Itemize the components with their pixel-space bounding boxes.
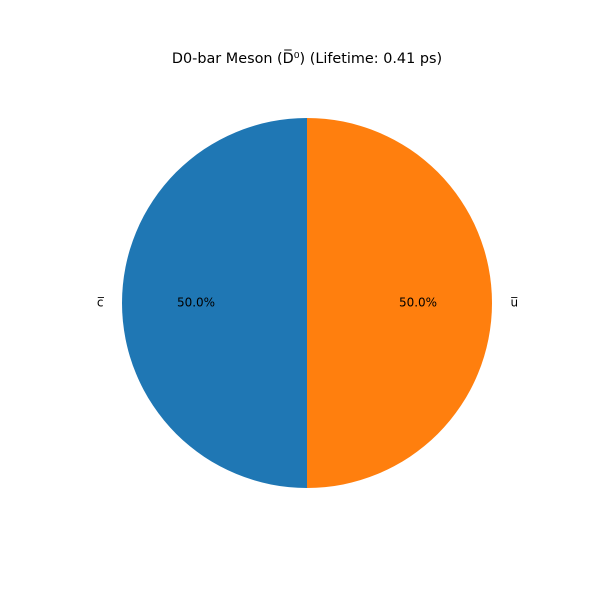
pie-slice-0 xyxy=(122,118,307,488)
pie-slices xyxy=(122,118,492,488)
slice-label-1: u̅ xyxy=(510,296,518,310)
slice-label-0: c̅ xyxy=(97,296,105,310)
pie-slice-1 xyxy=(307,118,492,488)
slice-percent-0: 50.0% xyxy=(177,296,215,310)
slice-percent-1: 50.0% xyxy=(399,296,437,310)
pie-labels: c̅ 50.0% u̅ 50.0% xyxy=(97,296,518,310)
chart-title: D0-bar Meson (D̅⁰) (Lifetime: 0.41 ps) xyxy=(172,49,442,67)
